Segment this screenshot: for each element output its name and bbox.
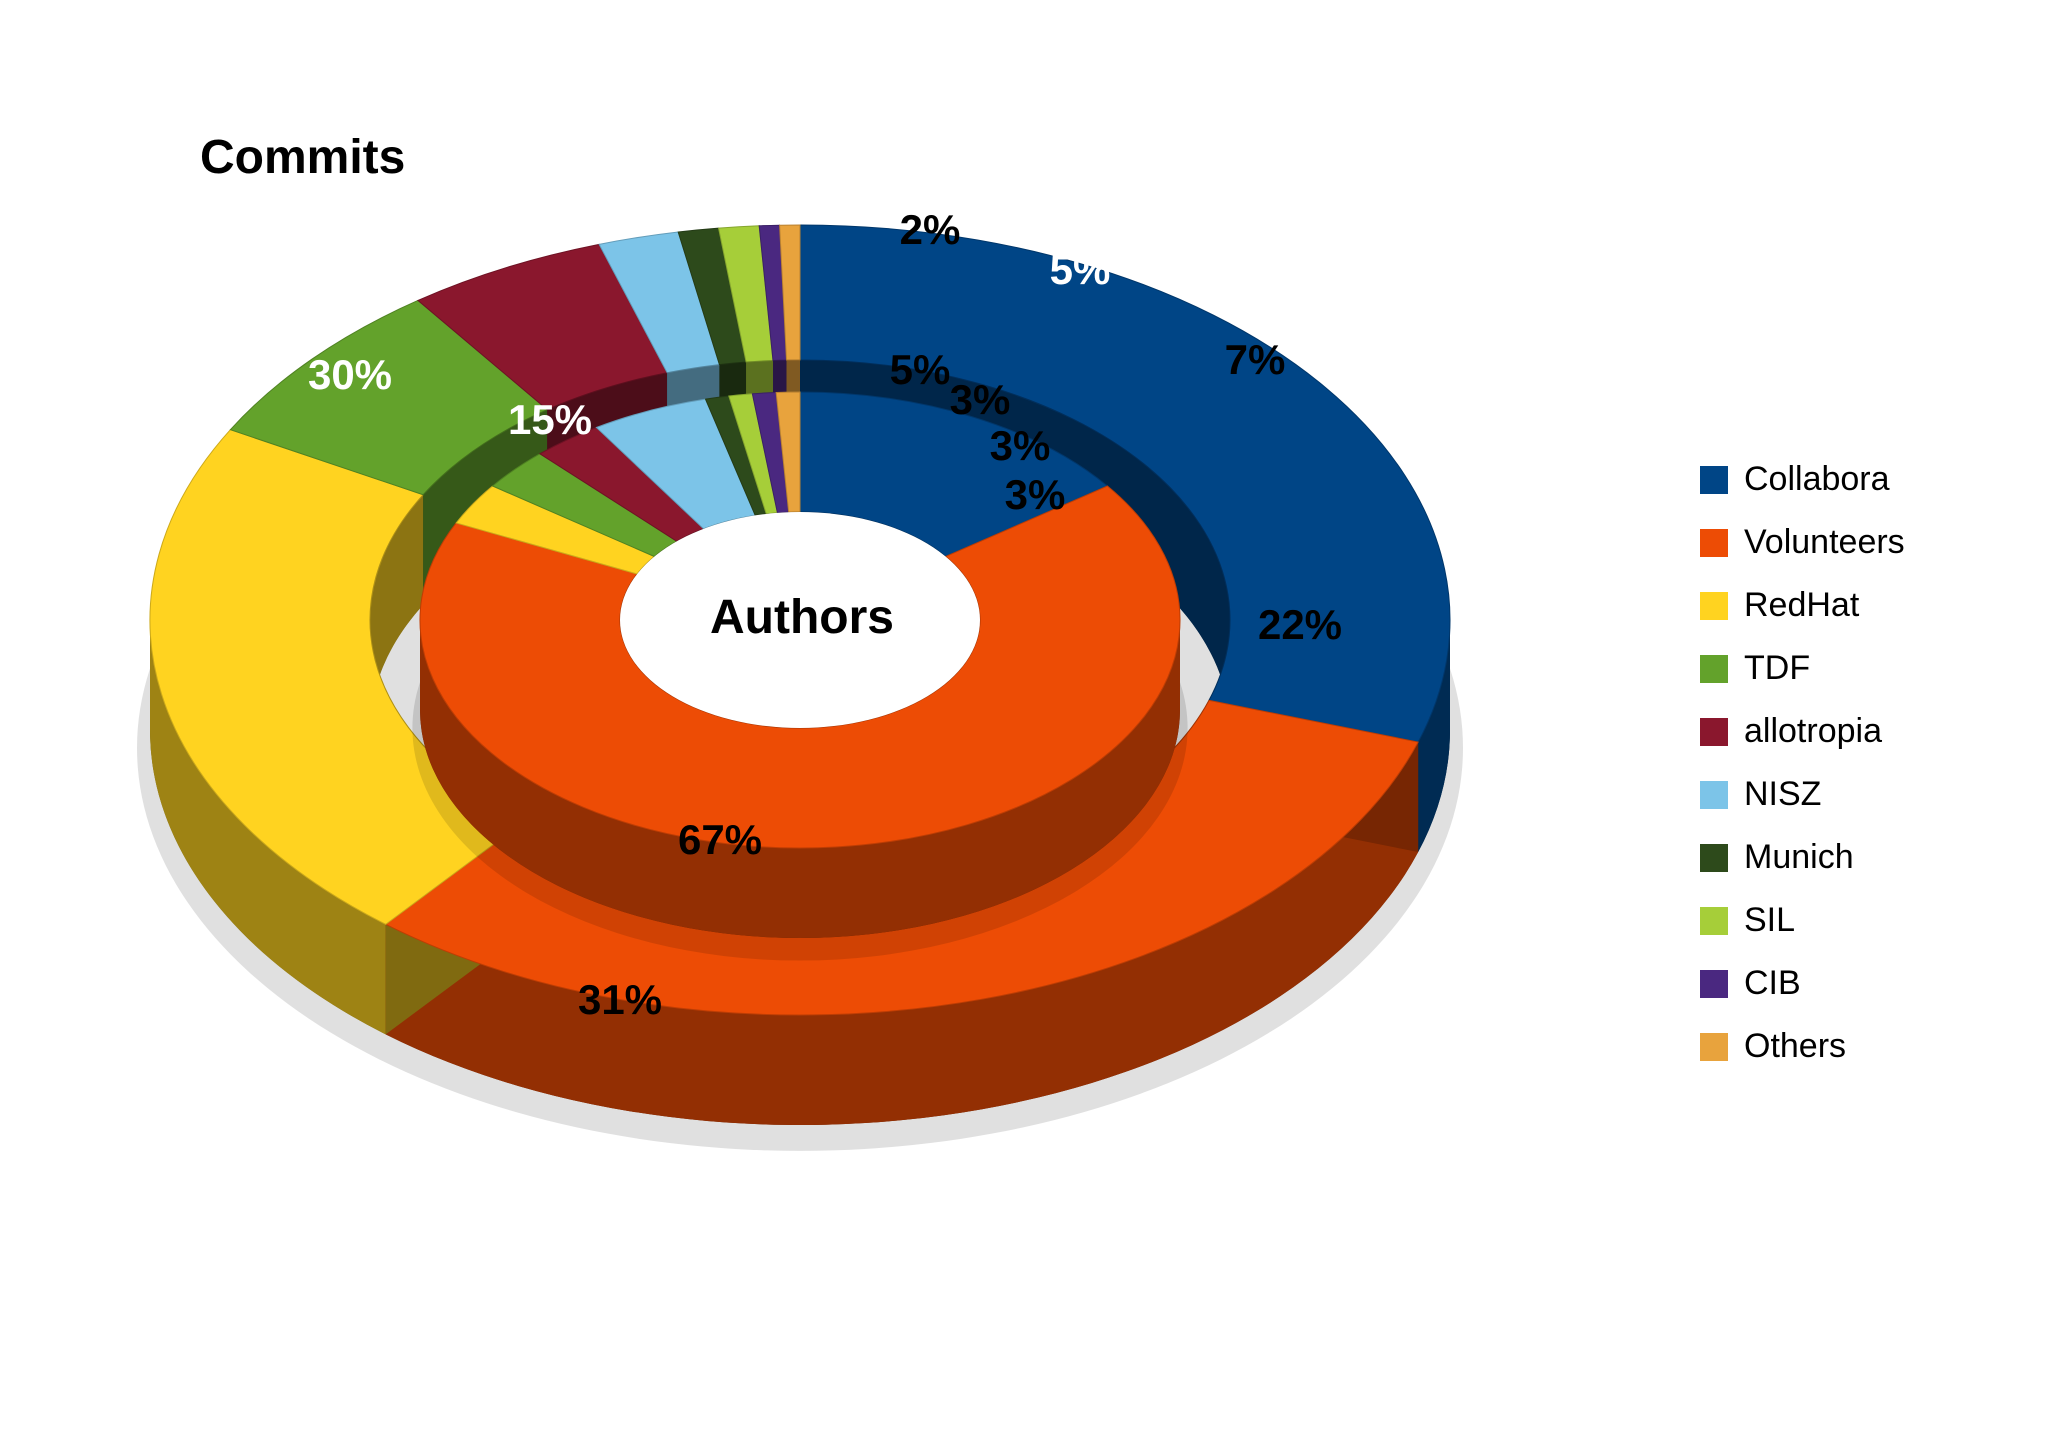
legend-label: TDF [1744,649,1810,688]
legend-swatch [1700,907,1728,935]
inner-ring-title: Authors [710,590,894,645]
legend-swatch [1700,1033,1728,1061]
legend-item: allotropia [1700,712,2020,751]
inner-label: 3% [950,376,1011,424]
outer-label: 30% [308,351,392,399]
legend-swatch [1700,781,1728,809]
legend-swatch [1700,718,1728,746]
legend-item: RedHat [1700,586,2020,625]
outer-label: 7% [1225,336,1286,384]
legend-label: NISZ [1744,775,1821,814]
legend-label: Collabora [1744,460,1890,499]
legend-label: allotropia [1744,712,1882,751]
legend-label: Others [1744,1027,1846,1066]
legend-item: NISZ [1700,775,2020,814]
inner-label: 3% [990,422,1051,470]
legend-item: SIL [1700,901,2020,940]
legend: Collabora Volunteers RedHat TDF allotropia NI… [1700,460,2020,1090]
legend-swatch [1700,970,1728,998]
legend-swatch [1700,466,1728,494]
legend-item: Collabora [1700,460,2020,499]
inner-label: 67% [678,816,762,864]
legend-label: RedHat [1744,586,1859,625]
legend-label: Volunteers [1744,523,1905,562]
legend-swatch [1700,655,1728,683]
outer-label: 22% [1258,601,1342,649]
legend-label: SIL [1744,901,1795,940]
inner-label: 5% [890,346,951,394]
outer-ring-title: Commits [200,130,405,185]
inner-label: 3% [1005,471,1066,519]
legend-label: CIB [1744,964,1801,1003]
donut-chart-container: Commits Authors 30%31%22%7%5%2%15%67%3%3… [0,0,2048,1443]
legend-label: Munich [1744,838,1854,877]
legend-item: CIB [1700,964,2020,1003]
legend-swatch [1700,529,1728,557]
inner-label: 15% [508,396,592,444]
legend-item: Volunteers [1700,523,2020,562]
outer-label: 31% [578,976,662,1024]
legend-item: TDF [1700,649,2020,688]
legend-swatch [1700,844,1728,872]
legend-item: Munich [1700,838,2020,877]
legend-swatch [1700,592,1728,620]
outer-label: 5% [1050,246,1111,294]
legend-item: Others [1700,1027,2020,1066]
outer-label: 2% [900,206,961,254]
